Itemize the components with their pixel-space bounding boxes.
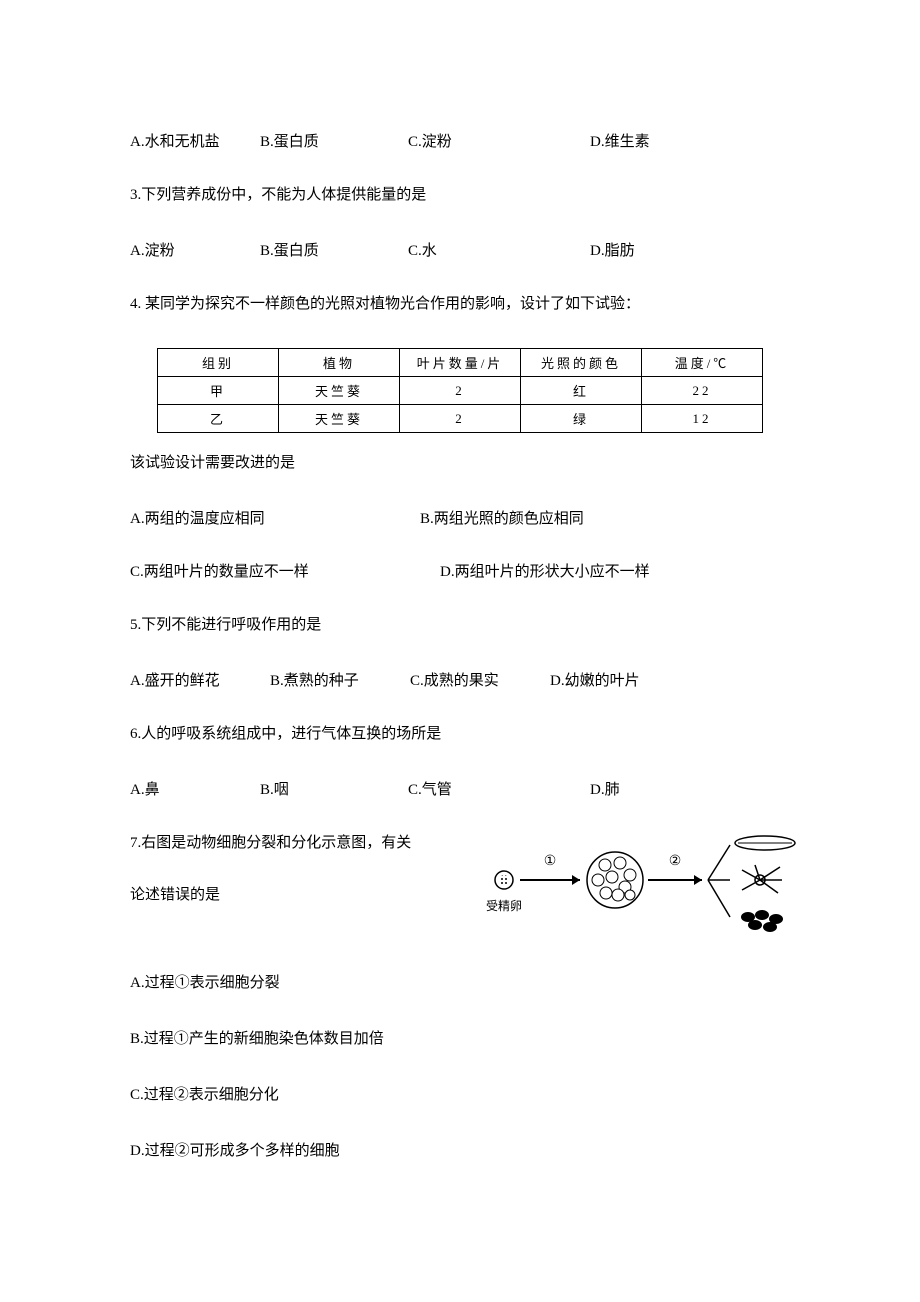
q2-opt-a: A.水和无机盐: [130, 130, 260, 151]
q2-opt-c: C.淀粉: [408, 130, 590, 151]
q4-options-row2: C.两组叶片的数量应不一样 D.两组叶片的形状大小应不一样: [130, 560, 790, 581]
q4-r0c1: 天竺葵: [279, 377, 400, 405]
q5-opt-a: A.盛开的鲜花: [130, 669, 270, 690]
q4-th-3: 光照的颜色: [521, 349, 642, 377]
q6-opt-d: D.肺: [590, 778, 620, 799]
q2-opt-b: B.蛋白质: [260, 130, 408, 151]
q7-figure: 受精卵 ① ②: [480, 825, 800, 945]
q6-opt-c: C.气管: [408, 778, 590, 799]
q4-r1c0: 乙: [158, 405, 279, 433]
q4-table-row-1: 乙 天竺葵 2 绿 12: [158, 405, 763, 433]
q4-th-0: 组别: [158, 349, 279, 377]
cell-division-diagram-icon: 受精卵 ① ②: [480, 825, 800, 945]
q4-opt-d: D.两组叶片的形状大小应不一样: [440, 560, 790, 581]
q4-r1c3: 绿: [521, 405, 642, 433]
q3-opt-b: B.蛋白质: [260, 239, 408, 260]
q4-sub: 该试验设计需要改进的是: [130, 451, 790, 475]
q4-r0c4: 22: [642, 377, 763, 405]
q4-r0c0: 甲: [158, 377, 279, 405]
q3-opt-a: A.淀粉: [130, 239, 260, 260]
zygote-label: 受精卵: [486, 899, 522, 913]
q5-opt-c: C.成熟的果实: [410, 669, 550, 690]
q3-options: A.淀粉 B.蛋白质 C.水 D.脂肪: [130, 239, 790, 260]
q5-options: A.盛开的鲜花 B.煮熟的种子 C.成熟的果实 D.幼嫩的叶片: [130, 669, 790, 690]
q4-opt-a: A.两组的温度应相同: [130, 507, 420, 528]
q7-opt-b: B.过程①产生的新细胞染色体数目加倍: [130, 1027, 790, 1051]
q7-opt-a: A.过程①表示细胞分裂: [130, 971, 790, 995]
q7-opt-c: C.过程②表示细胞分化: [130, 1083, 790, 1107]
q4-r0c3: 红: [521, 377, 642, 405]
q4-r1c2: 2: [400, 405, 521, 433]
svg-text:①: ①: [544, 854, 557, 869]
q4-r1c4: 12: [642, 405, 763, 433]
q3-stem: 3.下列营养成份中，不能为人体提供能量的是: [130, 183, 790, 207]
q4-table-row-0: 甲 天竺葵 2 红 22: [158, 377, 763, 405]
q4-stem: 4. 某同学为探究不一样颜色的光照对植物光合作用的影响，设计了如下试验：: [130, 292, 790, 316]
q4-th-1: 植物: [279, 349, 400, 377]
q4-table-header-row: 组别 植物 叶片数量/片 光照的颜色 温度/℃: [158, 349, 763, 377]
q6-stem: 6.人的呼吸系统组成中，进行气体互换的场所是: [130, 722, 790, 746]
q7-opt-d: D.过程②可形成多个多样的细胞: [130, 1139, 790, 1163]
q4-table: 组别 植物 叶片数量/片 光照的颜色 温度/℃ 甲 天竺葵 2 红 22 乙 天…: [157, 348, 763, 433]
q6-options: A.鼻 B.咽 C.气管 D.肺: [130, 778, 790, 799]
q4-options-row1: A.两组的温度应相同 B.两组光照的颜色应相同: [130, 507, 790, 528]
q6-opt-a: A.鼻: [130, 778, 260, 799]
q4-th-4: 温度/℃: [642, 349, 763, 377]
q4-opt-c: C.两组叶片的数量应不一样: [130, 560, 440, 581]
q5-opt-b: B.煮熟的种子: [270, 669, 410, 690]
q2-opt-d: D.维生素: [590, 130, 650, 151]
q2-options: A.水和无机盐 B.蛋白质 C.淀粉 D.维生素: [130, 130, 790, 151]
q5-stem: 5.下列不能进行呼吸作用的是: [130, 613, 790, 637]
svg-text:②: ②: [669, 854, 682, 869]
q3-opt-c: C.水: [408, 239, 590, 260]
q4-r0c2: 2: [400, 377, 521, 405]
q7-block: 7.右图是动物细胞分裂和分化示意图，有关 论述错误的是 受精卵 ①: [130, 831, 790, 971]
q4-th-2: 叶片数量/片: [400, 349, 521, 377]
q4-opt-b: B.两组光照的颜色应相同: [420, 507, 790, 528]
q6-opt-b: B.咽: [260, 778, 408, 799]
q5-opt-d: D.幼嫩的叶片: [550, 669, 640, 690]
q4-r1c1: 天竺葵: [279, 405, 400, 433]
q3-opt-d: D.脂肪: [590, 239, 635, 260]
